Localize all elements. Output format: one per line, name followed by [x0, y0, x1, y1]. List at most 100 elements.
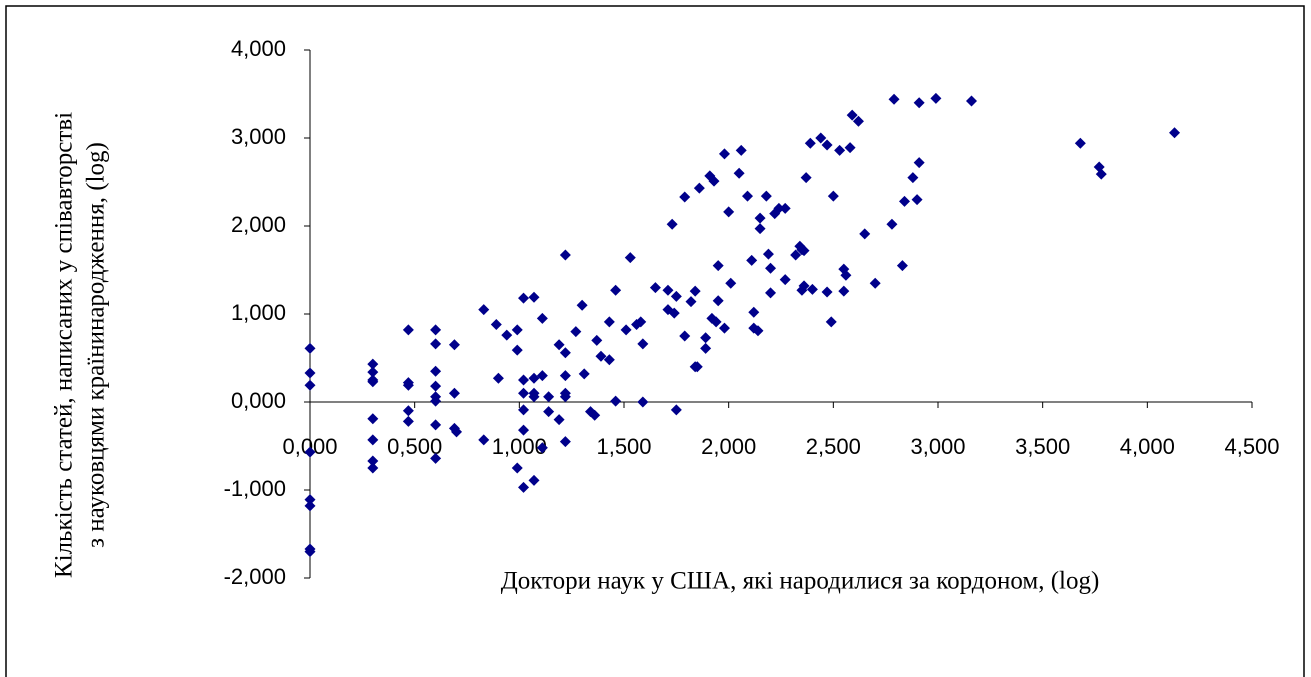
x-tick-label: 2,500 — [806, 434, 861, 459]
x-tick-label: 3,000 — [910, 434, 965, 459]
point — [610, 284, 622, 296]
point — [1169, 127, 1181, 139]
x-axis-label: Доктори наук у США, які народилися за ко… — [501, 568, 1100, 595]
point — [800, 172, 812, 184]
point — [806, 283, 818, 295]
point — [825, 316, 837, 328]
point — [304, 379, 316, 391]
point — [844, 142, 856, 154]
point — [570, 326, 582, 338]
point — [304, 546, 316, 558]
point — [859, 228, 871, 240]
point — [536, 370, 548, 382]
point — [723, 206, 735, 218]
point — [603, 354, 615, 366]
y-tick-label: -2,000 — [224, 564, 286, 589]
y-tick-label: -1,000 — [224, 476, 286, 501]
point — [448, 387, 460, 399]
point — [869, 277, 881, 289]
point — [913, 97, 925, 109]
point — [367, 462, 379, 474]
point — [367, 413, 379, 425]
point — [576, 299, 588, 311]
point — [710, 316, 722, 328]
x-tick-label: 3,500 — [1015, 434, 1070, 459]
point — [367, 455, 379, 467]
point — [518, 387, 530, 399]
point — [911, 194, 923, 206]
point — [790, 249, 802, 261]
point — [543, 391, 555, 403]
point — [478, 434, 490, 446]
point — [367, 434, 379, 446]
point — [691, 361, 703, 373]
point — [430, 452, 442, 464]
point — [821, 139, 833, 151]
point — [591, 334, 603, 346]
point — [649, 282, 661, 294]
point — [765, 262, 777, 274]
point — [725, 277, 737, 289]
point — [402, 379, 414, 391]
point — [1095, 168, 1107, 180]
point — [511, 462, 523, 474]
y-axis-label: з науковцями країнинародження, (log) — [83, 142, 110, 548]
point — [518, 292, 530, 304]
point — [748, 306, 760, 318]
point — [754, 223, 766, 235]
point — [689, 285, 701, 297]
point — [559, 391, 571, 403]
point — [685, 296, 697, 308]
y-tick-label: 1,000 — [231, 300, 286, 325]
point — [827, 190, 839, 202]
point — [804, 137, 816, 149]
point — [430, 380, 442, 392]
point — [528, 291, 540, 303]
point — [840, 269, 852, 281]
point — [478, 304, 490, 316]
point — [304, 494, 316, 506]
point — [760, 190, 772, 202]
y-axis-label: Кількість статей, написаних у співавторс… — [51, 112, 78, 578]
point — [834, 144, 846, 156]
point — [367, 358, 379, 370]
point — [930, 92, 942, 104]
point — [637, 338, 649, 350]
point — [518, 374, 530, 386]
point — [543, 406, 555, 418]
frame — [5, 5, 1305, 677]
point — [712, 295, 724, 307]
point — [821, 286, 833, 298]
point — [662, 284, 674, 296]
point — [367, 376, 379, 388]
point — [1074, 137, 1086, 149]
point — [735, 144, 747, 156]
point — [511, 344, 523, 356]
point — [402, 324, 414, 336]
point — [888, 93, 900, 105]
point — [754, 212, 766, 224]
point — [718, 322, 730, 334]
point — [733, 167, 745, 179]
point — [536, 442, 548, 454]
point — [528, 372, 540, 384]
point — [367, 366, 379, 378]
point — [501, 329, 513, 341]
point — [907, 172, 919, 184]
point — [430, 419, 442, 431]
point — [304, 446, 316, 458]
point — [620, 324, 632, 336]
point — [742, 190, 754, 202]
point — [553, 339, 565, 351]
point — [304, 500, 316, 512]
point — [886, 218, 898, 230]
point — [304, 342, 316, 354]
point — [402, 405, 414, 417]
point — [518, 481, 530, 493]
point — [492, 372, 504, 384]
point — [965, 95, 977, 107]
point — [430, 395, 442, 407]
point — [670, 404, 682, 416]
x-tick-label: 4,000 — [1120, 434, 1175, 459]
